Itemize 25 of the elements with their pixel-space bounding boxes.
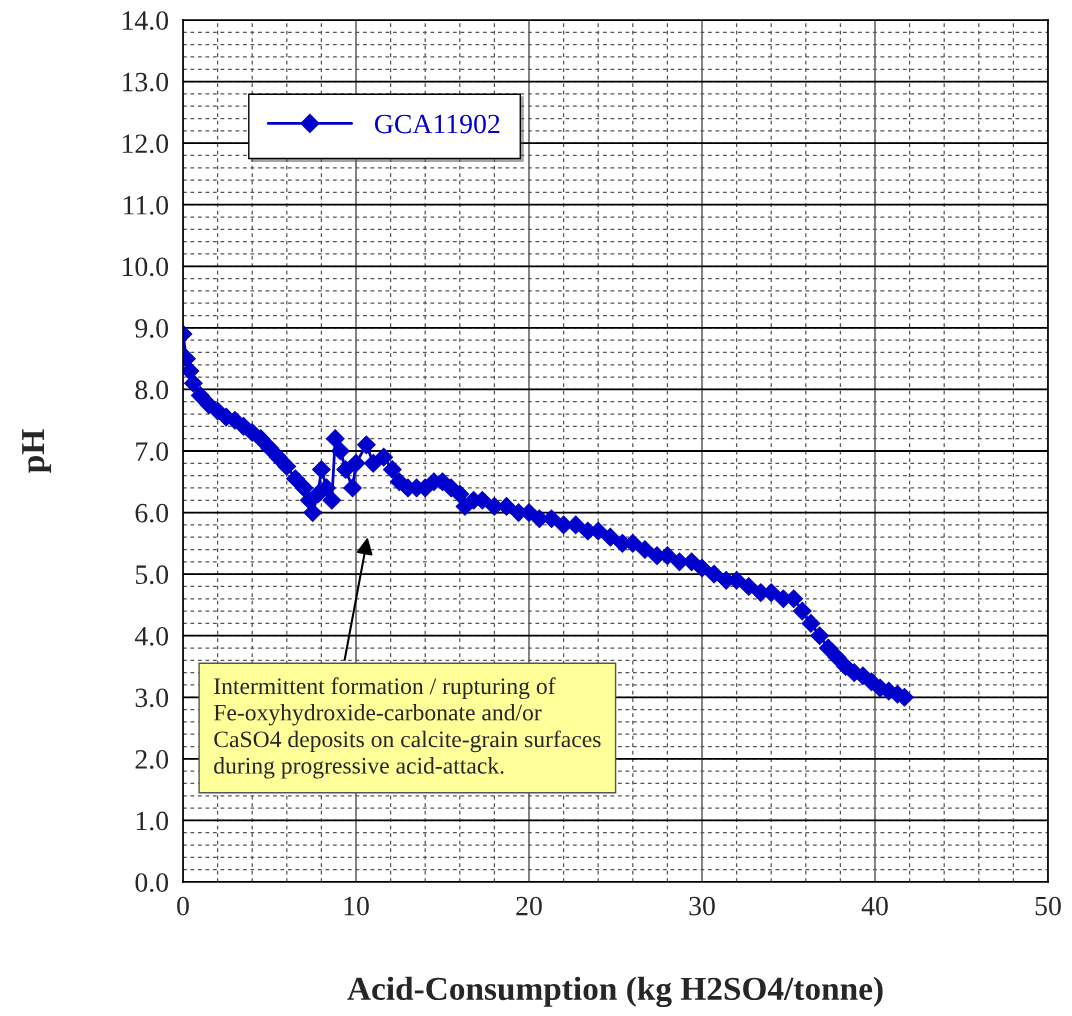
y-tick-label: 2.0 <box>135 750 169 769</box>
y-tick-label: 14.0 <box>122 11 169 31</box>
y-tick-label: 4.0 <box>134 626 169 646</box>
x-tick-label: 30 <box>689 896 715 916</box>
x-tick-label: 20 <box>516 896 542 916</box>
x-tick-label: 40 <box>861 896 888 916</box>
y-axis-title: pH <box>22 429 52 473</box>
annotation: Intermittent formation / rupturing of Fe-oxyhydroxide-carbonate and/or CaSO4 deposits on calcite-grain surfaces during progressive acid-attack. <box>213 677 601 779</box>
y-tick-label: 3.0 <box>135 688 169 708</box>
y-tick-label: 13.0 <box>122 72 169 92</box>
y-tick-label: 1.0 <box>136 811 169 831</box>
y-tick-label: 7.0 <box>136 442 169 462</box>
y-tick-label: 0.0 <box>135 873 169 893</box>
x-tick-label: 50 <box>1035 896 1061 916</box>
x-axis-title: Acid-Consumption (kg H2SO4/tonne) <box>347 976 883 1008</box>
y-tick-label: 12.0 <box>122 134 169 154</box>
x-tick-label: 0 <box>177 896 189 916</box>
x-tick-label: 10 <box>344 896 369 916</box>
y-tick-label: 11.0 <box>123 195 169 215</box>
y-tick-label: 6.0 <box>135 503 169 523</box>
y-tick-label: 10.0 <box>122 257 169 277</box>
y-tick-label: 8.0 <box>135 380 169 400</box>
y-tick-label: 5.0 <box>136 565 169 585</box>
y-tick-label: 9.0 <box>135 319 169 338</box>
legend-label: GCA11902 <box>374 114 500 134</box>
